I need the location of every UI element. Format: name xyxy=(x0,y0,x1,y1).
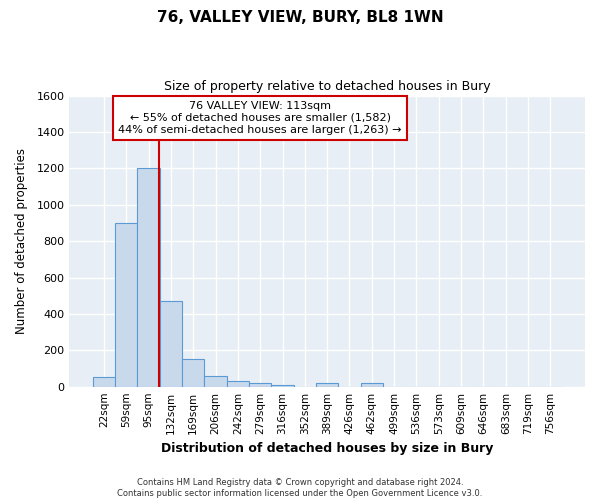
Text: 76 VALLEY VIEW: 113sqm
← 55% of detached houses are smaller (1,582)
44% of semi-: 76 VALLEY VIEW: 113sqm ← 55% of detached… xyxy=(118,102,402,134)
Bar xyxy=(115,223,137,386)
X-axis label: Distribution of detached houses by size in Bury: Distribution of detached houses by size … xyxy=(161,442,493,455)
Bar xyxy=(249,382,271,386)
Text: Contains HM Land Registry data © Crown copyright and database right 2024.
Contai: Contains HM Land Registry data © Crown c… xyxy=(118,478,482,498)
Title: Size of property relative to detached houses in Bury: Size of property relative to detached ho… xyxy=(164,80,490,93)
Y-axis label: Number of detached properties: Number of detached properties xyxy=(15,148,28,334)
Text: 76, VALLEY VIEW, BURY, BL8 1WN: 76, VALLEY VIEW, BURY, BL8 1WN xyxy=(157,10,443,25)
Bar xyxy=(160,301,182,386)
Bar xyxy=(93,376,115,386)
Bar xyxy=(316,382,338,386)
Bar xyxy=(205,376,227,386)
Bar xyxy=(361,382,383,386)
Bar xyxy=(271,385,293,386)
Bar xyxy=(227,381,249,386)
Bar xyxy=(137,168,160,386)
Bar xyxy=(182,360,205,386)
